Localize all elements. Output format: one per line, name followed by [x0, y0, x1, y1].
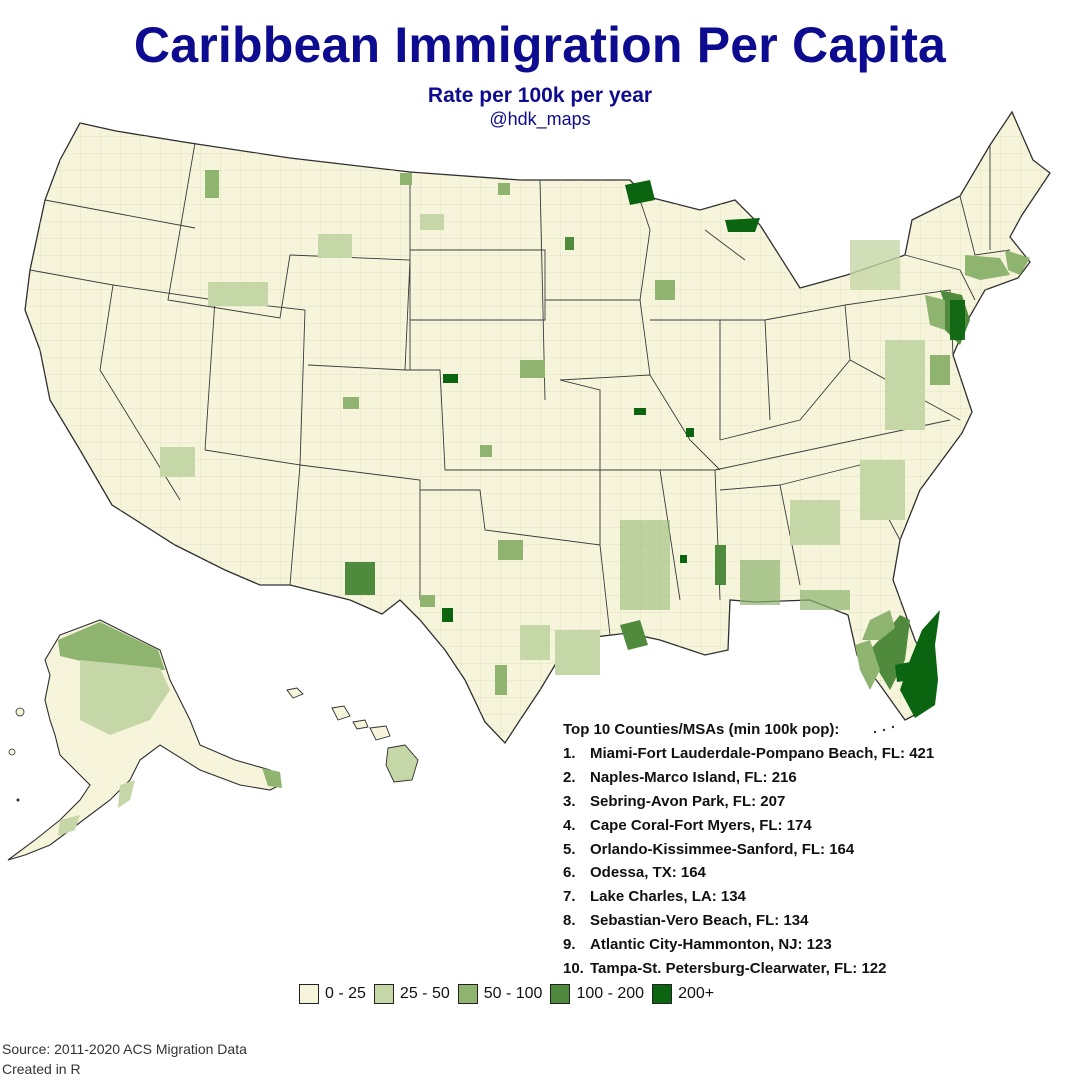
top-list-text: Cape Coral-Fort Myers, FL: 174 — [590, 816, 812, 834]
top-list-heading: Top 10 Counties/MSAs (min 100k pop): — [563, 721, 840, 738]
map-subtitle: Rate per 100k per year — [427, 84, 653, 107]
top-msa-list: Top 10 Counties/MSAs (min 100k pop): 1. M… — [563, 720, 1063, 983]
legend-label: 25 - 50 — [399, 985, 450, 1002]
top-list-item: 10. Tampa-St. Petersburg-Clearwater, FL: … — [563, 959, 1063, 983]
alaska-outline — [7, 619, 281, 861]
top-list-text: Naples-Marco Island, FL: 216 — [590, 768, 797, 786]
legend-item-50-100: 50 - 100 — [457, 984, 543, 1004]
top-list-item: 1. Miami-Fort Lauderdale-Pompano Beach, F… — [563, 744, 1063, 768]
legend-swatch — [457, 984, 478, 1004]
source-note: Source: 2011-2020 ACS Migration Data — [2, 1041, 247, 1057]
top-list-item: 8. Sebastian-Vero Beach, FL: 134 — [563, 911, 1063, 935]
top-list-item: 7. Lake Charles, LA: 134 — [563, 887, 1063, 911]
legend-item-200-plus: 200+ — [652, 984, 714, 1004]
top-list-item: 4. Cape Coral-Fort Myers, FL: 174 — [563, 816, 1063, 840]
top-list-item: 9. Atlantic City-Hammonton, NJ: 123 — [563, 935, 1063, 959]
legend-item-0-25: 0 - 25 — [299, 984, 366, 1004]
top-list-text: Sebastian-Vero Beach, FL: 134 — [590, 912, 809, 930]
top-list-rank: 9. — [563, 936, 576, 954]
top-list-text: Orlando-Kissimmee-Sanford, FL: 164 — [590, 840, 855, 858]
legend-label: 100 - 200 — [576, 985, 645, 1002]
choropleth-counties — [160, 170, 1030, 718]
legend-label: 200+ — [678, 985, 715, 1002]
legend-swatch — [373, 984, 394, 1004]
credit-note: Created in R — [2, 1061, 81, 1077]
top-list-item: 2. Naples-Marco Island, FL: 216 — [563, 768, 1063, 792]
contiguous-us — [24, 110, 1051, 745]
top-list-rank: 10. — [563, 960, 584, 978]
top-list-text: Lake Charles, LA: 134 — [590, 888, 746, 906]
top-list-text: Atlantic City-Hammonton, NJ: 123 — [590, 936, 832, 954]
legend-item-100-200: 100 - 200 — [550, 984, 644, 1004]
map-title: Caribbean Immigration Per Capita — [133, 17, 947, 73]
legend-swatch — [299, 984, 319, 1004]
top-list-text: Miami-Fort Lauderdale-Pompano Beach, FL:… — [590, 745, 935, 762]
legend-item-25-50: 25 - 50 — [373, 984, 450, 1004]
legend: 0 - 25 25 - 50 50 - 100 100 - 200 200+ — [299, 983, 722, 1005]
top-list-rank: 4. — [563, 816, 576, 834]
top-list-item: 5. Orlando-Kissimmee-Sanford, FL: 164 — [563, 840, 1063, 864]
legend-swatch — [652, 984, 673, 1004]
legend-label: 50 - 100 — [483, 985, 543, 1002]
top-list-text: Sebring-Avon Park, FL: 207 — [590, 792, 786, 810]
top-list-text: Odessa, TX: 164 — [590, 864, 706, 882]
top-list-text: Tampa-St. Petersburg-Clearwater, FL: 122 — [590, 960, 887, 978]
author-handle: @hdk_maps — [489, 109, 591, 129]
top-list-rank: 3. — [563, 792, 576, 810]
florida-keys — [873, 725, 895, 734]
top-list-rank: 1. — [563, 745, 576, 762]
top-list-item: 3. Sebring-Avon Park, FL: 207 — [563, 792, 1063, 816]
top-list-rank: 5. — [563, 840, 576, 858]
top-list-item: 6. Odessa, TX: 164 — [563, 863, 1063, 887]
hawaii — [286, 687, 419, 783]
top-list-rank: 8. — [563, 912, 576, 930]
legend-label: 0 - 25 — [325, 985, 366, 1002]
top-list-rank: 7. — [563, 888, 576, 906]
alaska — [7, 619, 282, 861]
top-list-rank: 6. — [563, 864, 576, 882]
top-list-rank: 2. — [563, 768, 576, 786]
legend-swatch — [550, 984, 571, 1004]
